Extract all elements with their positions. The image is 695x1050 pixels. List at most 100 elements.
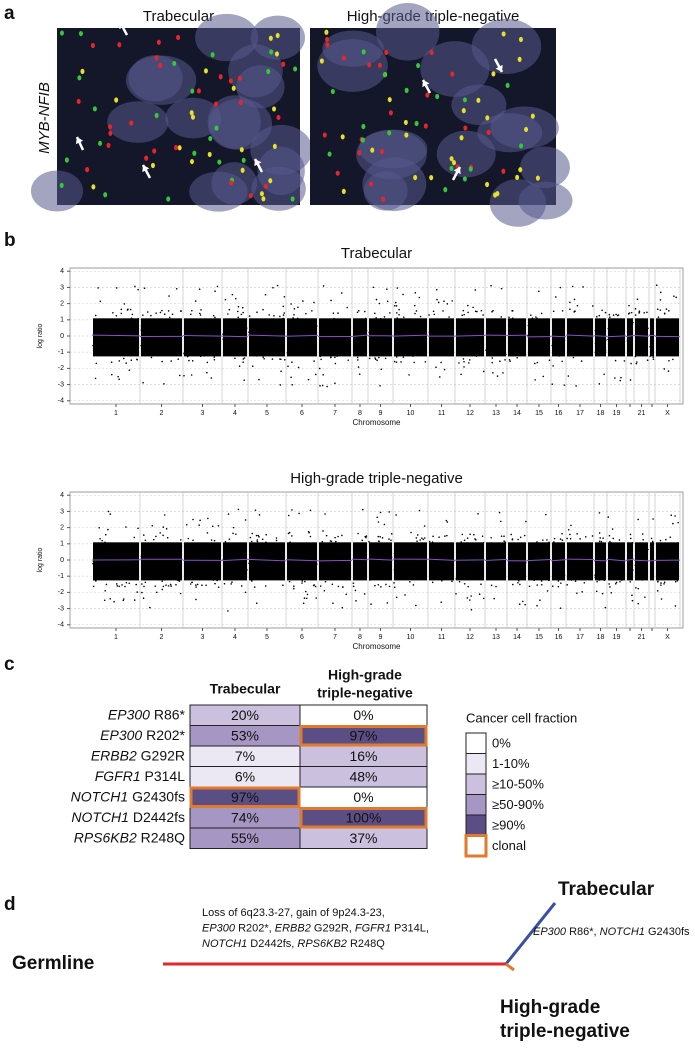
arrow-head [495, 64, 503, 72]
fish-signal [173, 144, 178, 151]
x-tick-label: 10 [407, 634, 415, 641]
probe-outlier [134, 342, 137, 344]
probe-outlier [608, 313, 611, 316]
probe-outlier [327, 551, 330, 554]
gene-name: RPS6KB2 [74, 829, 137, 845]
probe-outlier [508, 358, 511, 361]
probe-outlier [368, 579, 371, 581]
probe-outlier [530, 569, 533, 572]
probe-cloud [394, 542, 427, 581]
probe-outlier [324, 580, 327, 583]
probe-outlier [163, 344, 165, 346]
probe-outlier [668, 333, 670, 335]
probe-outlier [474, 549, 476, 552]
fish-signal [384, 49, 389, 56]
probe-outlier [465, 326, 468, 329]
probe-outlier [131, 331, 134, 334]
probe-outlier [148, 566, 150, 569]
probe-outlier [573, 346, 576, 349]
probe-outlier [227, 513, 230, 515]
probe-outlier [508, 316, 510, 319]
probe-outlier [244, 572, 247, 574]
probe-outlier [234, 357, 236, 360]
probe-outlier [404, 561, 407, 564]
probe-outlier [559, 607, 562, 609]
probe-outlier [507, 349, 510, 351]
probe-outlier [118, 585, 121, 588]
probe-outlier [591, 571, 593, 574]
segment-line [550, 335, 567, 338]
probe-outlier [647, 548, 649, 551]
probe-outlier [218, 325, 220, 328]
probe-outlier [455, 593, 457, 595]
probe-outlier [265, 533, 268, 536]
probe-outlier [130, 342, 133, 344]
probe-outlier [380, 586, 382, 588]
probe-cloud [650, 542, 654, 581]
probe-outlier [348, 331, 351, 334]
probe-outlier [115, 287, 118, 289]
probe-outlier [227, 351, 229, 354]
probe-outlier [302, 545, 305, 548]
row-label: FGFR1 P314L [95, 767, 185, 783]
probe-outlier [552, 365, 554, 367]
probe-outlier [563, 574, 566, 577]
probe-outlier [218, 342, 220, 345]
probe-cloud [656, 318, 679, 357]
probe-outlier [334, 327, 336, 330]
probe-outlier [383, 554, 386, 557]
probe-outlier [608, 577, 610, 579]
probe-outlier [358, 309, 360, 312]
fish-signal [85, 167, 90, 173]
probe-outlier [393, 360, 396, 363]
probe-outlier [393, 586, 396, 589]
probe-outlier [363, 593, 366, 595]
probe-outlier [615, 570, 618, 573]
probe-outlier [282, 314, 285, 316]
probe-outlier [115, 583, 118, 585]
probe-outlier [423, 324, 426, 326]
probe-outlier [120, 312, 123, 315]
mutation: G292R [141, 747, 185, 763]
probe-outlier [587, 327, 589, 330]
probe-outlier [459, 332, 462, 335]
probe-outlier [219, 354, 221, 357]
fish-signal [425, 92, 430, 98]
probe-outlier [199, 355, 202, 358]
probe-outlier [422, 346, 424, 349]
probe-outlier [598, 579, 601, 581]
probe-outlier [305, 312, 307, 315]
probe-outlier [322, 373, 325, 376]
x-tick-label: 13 [492, 410, 500, 417]
probe-outlier [620, 329, 622, 331]
probe-outlier [615, 581, 618, 584]
probe-outlier [293, 313, 295, 316]
probe-outlier [259, 564, 261, 567]
probe-outlier [170, 585, 172, 587]
probe-outlier [569, 549, 571, 552]
probe-outlier [200, 309, 202, 311]
probe-outlier [609, 554, 612, 557]
fish-signal [274, 51, 279, 57]
probe-outlier [634, 564, 637, 567]
probe-outlier [393, 568, 396, 571]
probe-outlier [430, 556, 433, 558]
nucleus [376, 3, 440, 61]
probe-outlier [233, 328, 235, 331]
probe-outlier [137, 317, 140, 320]
probe-outlier [205, 552, 208, 555]
probe-outlier [211, 325, 213, 328]
probe-outlier [395, 361, 398, 363]
probe-outlier [501, 566, 503, 569]
probe-outlier [632, 321, 634, 324]
probe-outlier [196, 583, 199, 586]
probe-outlier [409, 552, 411, 554]
fish-signal [530, 113, 535, 119]
probe-outlier [235, 533, 237, 535]
probe-outlier [599, 320, 602, 323]
probe-outlier [441, 323, 444, 325]
probe-outlier [131, 313, 134, 316]
probe-outlier [575, 385, 577, 387]
probe-outlier [245, 327, 248, 329]
probe-outlier [517, 538, 519, 541]
